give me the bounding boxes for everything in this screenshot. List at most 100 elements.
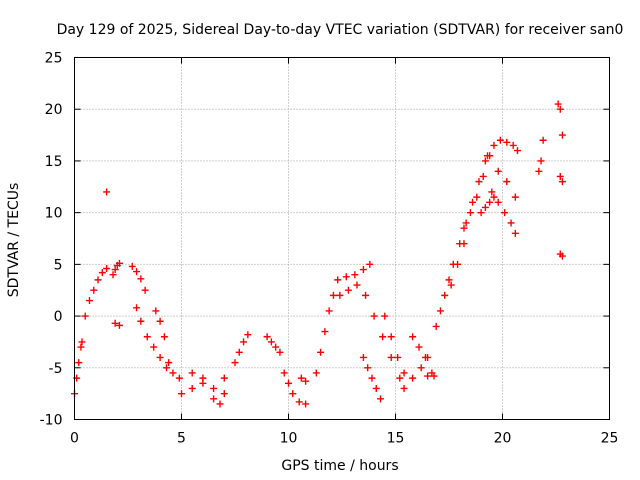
series-arc5 bbox=[111, 319, 123, 329]
data-point bbox=[445, 276, 453, 284]
data-point bbox=[276, 348, 284, 356]
data-point bbox=[199, 374, 207, 382]
data-point bbox=[267, 338, 275, 346]
data-point bbox=[486, 198, 494, 206]
series-arc31 bbox=[554, 100, 566, 139]
series-arc29 bbox=[494, 167, 519, 201]
data-point bbox=[302, 377, 310, 385]
data-point bbox=[488, 188, 496, 196]
data-point bbox=[496, 136, 504, 144]
data-point bbox=[188, 369, 196, 377]
data-point bbox=[178, 390, 185, 398]
series-arc4 bbox=[109, 259, 123, 279]
data-point bbox=[297, 374, 305, 382]
y-tick-labels: -10 -5 0 5 10 15 20 25 bbox=[40, 51, 63, 429]
data-point bbox=[558, 131, 566, 139]
data-point bbox=[535, 167, 543, 175]
data-point bbox=[366, 260, 374, 268]
data-point bbox=[152, 307, 160, 315]
data-point bbox=[554, 100, 562, 108]
series-arc8 bbox=[152, 307, 173, 367]
data-point bbox=[210, 384, 218, 392]
data-point bbox=[462, 219, 470, 227]
data-point bbox=[501, 209, 509, 217]
data-point bbox=[400, 384, 408, 392]
data-point bbox=[362, 291, 370, 299]
data-point bbox=[556, 105, 564, 113]
data-point bbox=[81, 312, 89, 320]
data-point bbox=[364, 364, 372, 372]
data-point bbox=[424, 372, 432, 380]
data-point bbox=[503, 178, 511, 186]
data-point bbox=[421, 353, 429, 361]
data-point bbox=[539, 136, 547, 144]
series-arc13 bbox=[280, 369, 310, 408]
data-point bbox=[370, 312, 378, 320]
y-tick-label: 25 bbox=[45, 51, 63, 67]
data-point bbox=[490, 141, 498, 149]
data-point bbox=[344, 286, 352, 294]
data-point bbox=[469, 198, 477, 206]
data-point bbox=[484, 152, 492, 160]
data-point bbox=[511, 229, 519, 237]
series-arc30 bbox=[535, 136, 547, 175]
data-point bbox=[111, 266, 119, 274]
data-point bbox=[396, 374, 404, 382]
data-point bbox=[329, 291, 337, 299]
data-point bbox=[351, 271, 359, 279]
data-point bbox=[289, 390, 297, 398]
data-point bbox=[494, 198, 502, 206]
series-arc25 bbox=[460, 152, 494, 232]
data-point bbox=[556, 172, 564, 180]
y-tick-label: -10 bbox=[40, 413, 63, 429]
data-point bbox=[454, 260, 462, 268]
data-point bbox=[90, 286, 98, 294]
data-point bbox=[210, 395, 218, 403]
data-point bbox=[216, 400, 224, 408]
series-arc12 bbox=[263, 333, 284, 356]
data-point bbox=[295, 398, 303, 406]
series-arc28 bbox=[488, 188, 519, 237]
data-point bbox=[394, 353, 402, 361]
data-point bbox=[137, 275, 145, 283]
plot-frame bbox=[74, 57, 610, 420]
data-point bbox=[460, 240, 468, 248]
data-point bbox=[430, 372, 438, 380]
data-point bbox=[359, 353, 367, 361]
data-point bbox=[466, 209, 474, 217]
data-point bbox=[285, 379, 292, 387]
x-tick-label: 0 bbox=[70, 431, 79, 447]
series-arc32 bbox=[556, 172, 566, 186]
data-point bbox=[103, 264, 111, 272]
data-point bbox=[334, 276, 342, 284]
data-point bbox=[481, 157, 489, 165]
series-arc17 bbox=[336, 281, 404, 382]
series-arc21 bbox=[409, 333, 436, 377]
x-tick-label: 25 bbox=[601, 431, 619, 447]
data-point bbox=[160, 333, 168, 341]
series-arc33 bbox=[556, 250, 566, 260]
data-point bbox=[280, 369, 288, 377]
data-point bbox=[436, 307, 444, 315]
data-point bbox=[141, 286, 149, 294]
data-point bbox=[321, 328, 329, 336]
data-point bbox=[507, 219, 515, 227]
data-point bbox=[460, 224, 468, 232]
data-point bbox=[263, 333, 271, 341]
data-point bbox=[513, 147, 521, 155]
x-tick-label: 10 bbox=[280, 431, 298, 447]
data-point bbox=[481, 203, 489, 211]
data-point bbox=[169, 369, 177, 377]
series-arc23 bbox=[432, 157, 489, 330]
series-arc27 bbox=[477, 193, 498, 217]
series-arc16 bbox=[334, 260, 374, 284]
data-point bbox=[377, 395, 385, 403]
data-point bbox=[372, 384, 380, 392]
data-point bbox=[312, 369, 320, 377]
data-point bbox=[447, 281, 455, 289]
data-point bbox=[558, 178, 566, 186]
data-point bbox=[317, 348, 325, 356]
series-arc19 bbox=[359, 353, 385, 403]
data-point bbox=[244, 331, 252, 339]
axis-ticks bbox=[74, 57, 610, 420]
